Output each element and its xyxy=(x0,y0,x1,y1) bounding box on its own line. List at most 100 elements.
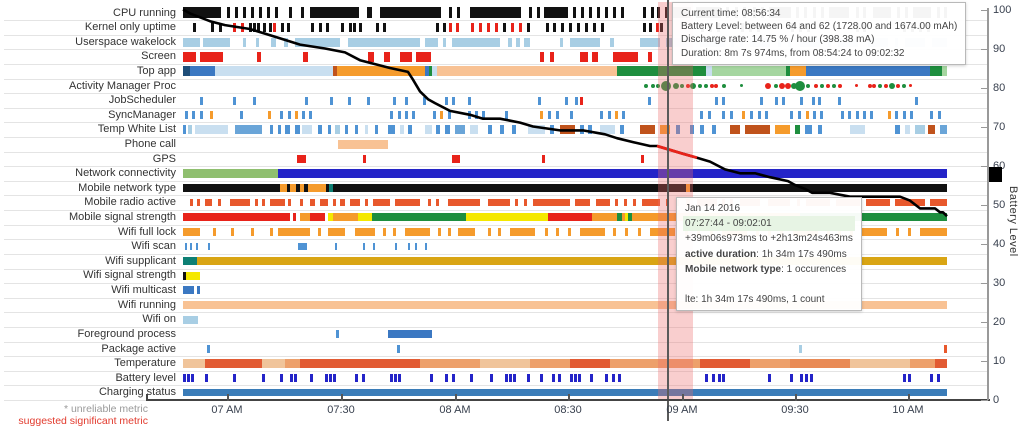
timeline-bar xyxy=(300,358,330,368)
activity-dot xyxy=(902,83,906,88)
timeline-bar xyxy=(349,22,352,32)
row-label-network-connectivity: Network connectivity xyxy=(75,167,176,180)
timeline-bar xyxy=(302,111,305,120)
timeline-bar xyxy=(838,96,841,105)
timeline-bar xyxy=(615,111,618,120)
timeline-bar xyxy=(330,96,333,105)
timeline-bar xyxy=(405,96,408,105)
timeline-bar xyxy=(895,125,900,135)
timeline-bar xyxy=(910,358,935,368)
timeline-bar xyxy=(468,111,471,120)
timeline-bar xyxy=(722,111,725,120)
tooltip-current-time: Current time: 08:56:34 xyxy=(681,8,781,19)
timeline-bar xyxy=(798,111,801,120)
timeline-bar xyxy=(263,22,266,32)
timeline-bar xyxy=(405,228,430,236)
row-label-foreground-process: Foreground process xyxy=(77,327,176,340)
timeline-bar xyxy=(580,96,583,105)
timeline-bar xyxy=(328,228,345,236)
timeline-bar xyxy=(329,374,332,383)
timeline-bar xyxy=(530,358,570,368)
timeline-bar xyxy=(930,199,947,207)
timeline-bar xyxy=(270,228,273,236)
selection-tooltip-line: active duration: 1h 34m 17s 490ms xyxy=(683,247,855,262)
timeline-bar xyxy=(197,257,947,266)
timeline-bar xyxy=(310,213,325,222)
timeline-bar xyxy=(578,374,581,383)
timeline-bar xyxy=(640,125,655,135)
timeline-bar xyxy=(320,199,328,207)
timeline-bar xyxy=(775,125,790,135)
row-label-wifi-multicast: Wifi multicast xyxy=(111,284,176,297)
activity-dot xyxy=(854,84,858,88)
timeline-bar xyxy=(337,66,425,77)
timeline-bar xyxy=(550,51,554,62)
timeline-bar xyxy=(205,374,208,383)
timeline-bar xyxy=(511,22,514,32)
activity-dot xyxy=(872,83,876,88)
row-label-wifi-signal-strength: Wifi signal strength xyxy=(83,269,176,282)
row-label-temp-white-list: Temp White List xyxy=(97,123,176,136)
timeline-bar xyxy=(253,96,256,105)
timeline-bar xyxy=(722,96,725,105)
timeline-bar xyxy=(301,7,304,19)
timeline-bar xyxy=(458,228,475,236)
y-axis-tick-label: 100 xyxy=(993,3,1012,16)
timeline-bar xyxy=(440,111,443,120)
timeline-bar xyxy=(345,125,348,135)
timeline-bar xyxy=(538,96,541,105)
timeline-bar xyxy=(205,358,262,368)
selection-tooltip-label: Mobile network type xyxy=(685,263,782,275)
timeline-bar xyxy=(498,228,501,236)
timeline-bar xyxy=(420,358,480,368)
timeline-bar xyxy=(449,7,452,19)
timeline-bar xyxy=(643,22,646,32)
timeline-bar xyxy=(308,184,326,193)
timeline-bar xyxy=(207,344,210,353)
activity-dot xyxy=(698,83,702,88)
timeline-bar xyxy=(605,374,608,383)
timeline-bar xyxy=(592,51,598,62)
battery-level-legend-swatch xyxy=(989,167,1002,182)
x-axis-tick xyxy=(341,394,343,401)
timeline-bar xyxy=(533,199,570,207)
timeline-bar xyxy=(437,66,617,77)
timeline-bar xyxy=(443,22,446,32)
timeline-bar xyxy=(452,374,455,383)
timeline-bar xyxy=(400,125,404,135)
timeline-bar xyxy=(358,213,372,222)
time-cursor-line[interactable] xyxy=(667,0,669,421)
row-label-syncmanager: SyncManager xyxy=(108,108,176,121)
timeline-bar xyxy=(488,199,510,207)
timeline-bar xyxy=(565,96,568,105)
timeline-bar xyxy=(355,228,375,236)
timeline-bar xyxy=(183,286,194,295)
timeline-bar xyxy=(309,111,312,120)
timeline-bar xyxy=(643,7,646,19)
timeline-bar xyxy=(197,286,200,295)
y-axis-tick-label: 50 xyxy=(993,198,1006,211)
timeline-bar xyxy=(930,66,942,77)
timeline-bar xyxy=(183,125,186,135)
timeline-bar xyxy=(810,374,813,383)
timeline-bar xyxy=(438,228,441,236)
timeline-bar xyxy=(293,213,296,222)
activity-dot xyxy=(714,83,718,88)
timeline-bar xyxy=(524,199,527,207)
timeline-bar xyxy=(580,228,605,236)
timeline-bar xyxy=(524,37,530,47)
hover-tooltip: Current time: 08:56:34 Battery Level: be… xyxy=(672,2,967,65)
timeline-bar xyxy=(197,199,200,207)
timeline-bar xyxy=(445,125,450,135)
timeline-bar xyxy=(415,243,417,251)
row-label-cpu-running: CPU running xyxy=(113,6,176,19)
timeline-bar xyxy=(841,111,844,120)
timeline-bar xyxy=(558,374,561,383)
timeline-bar xyxy=(938,111,941,120)
timeline-bar xyxy=(412,111,415,120)
timeline-bar xyxy=(183,66,190,77)
timeline-bar xyxy=(480,358,530,368)
timeline-bar xyxy=(405,111,408,120)
timeline-bar xyxy=(548,111,551,120)
